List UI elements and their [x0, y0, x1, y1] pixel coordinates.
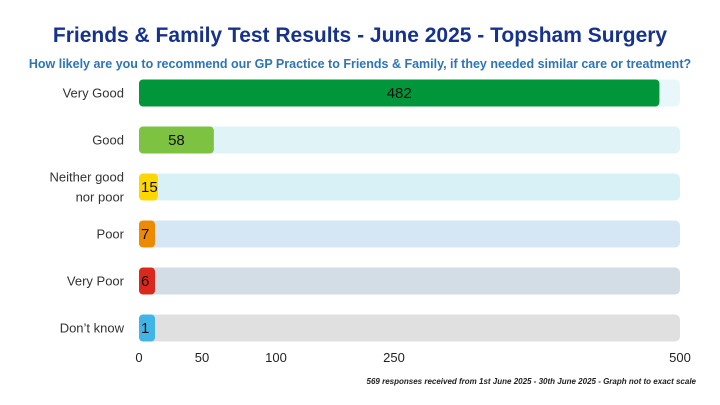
bar-value-label: 15 — [141, 179, 158, 196]
bar — [139, 220, 155, 248]
x-tick-label: 0 — [135, 350, 142, 365]
bar — [139, 126, 214, 154]
bar — [139, 79, 660, 107]
bar-value-label: 1 — [141, 320, 149, 337]
chart-subtitle: How likely are you to recommend our GP P… — [28, 57, 692, 71]
chart-title: Friends & Family Test Results - June 202… — [52, 24, 668, 47]
bar — [139, 314, 155, 342]
bar-track — [139, 314, 680, 342]
category-label: Good — [92, 133, 124, 148]
x-tick-label: 250 — [383, 350, 405, 365]
category-label: Poor — [97, 227, 125, 242]
bar-value-label: 6 — [141, 273, 149, 290]
bar-value-label: 7 — [141, 226, 149, 243]
category-label: Don’t know — [60, 321, 125, 336]
category-label: Neither good nor poor — [50, 170, 125, 205]
category-label: Very Good — [63, 86, 124, 101]
bar-track — [139, 267, 680, 295]
bar-value-label: 482 — [387, 85, 412, 102]
x-tick-label: 50 — [195, 350, 209, 365]
bar — [139, 173, 158, 201]
footnote: 569 responses received from 1st June 202… — [366, 377, 696, 386]
bar-track — [139, 220, 680, 248]
bar-track — [139, 126, 680, 154]
category-label: Very Poor — [67, 274, 125, 289]
bar — [139, 267, 155, 295]
bar-track — [139, 173, 680, 201]
bar-value-label: 58 — [168, 132, 185, 149]
x-tick-label: 500 — [669, 350, 691, 365]
x-tick-label: 100 — [265, 350, 287, 365]
